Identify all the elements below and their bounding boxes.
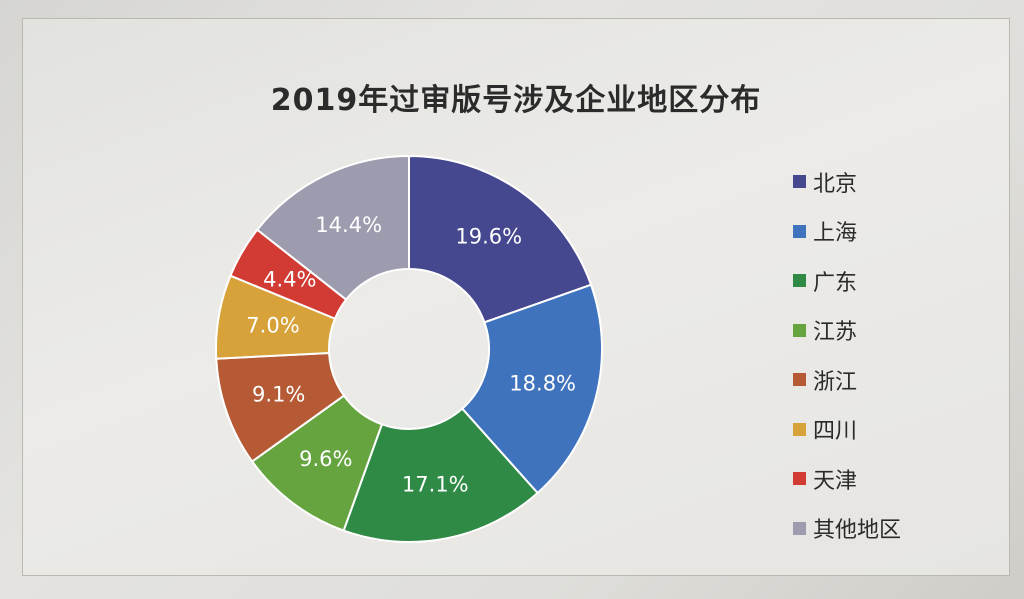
legend-swatch bbox=[793, 224, 806, 238]
legend-swatch bbox=[793, 274, 806, 288]
legend-item-7: 其他地区 bbox=[793, 504, 993, 554]
legend-swatch bbox=[793, 323, 806, 337]
legend-swatch bbox=[793, 521, 806, 535]
legend-label: 北京 bbox=[813, 171, 858, 197]
legend-item-5: 四川 bbox=[793, 405, 993, 455]
legend-swatch bbox=[793, 373, 806, 387]
slice-label-6: 4.4% bbox=[263, 268, 316, 292]
donut-chart: 19.6% 18.8% 17.1% 9.6% 9.1% 7.0% 4.4% 14.4% bbox=[215, 154, 603, 543]
legend-label: 其他地区 bbox=[813, 518, 902, 544]
legend-item-1: 上海 bbox=[793, 207, 993, 257]
legend-swatch bbox=[793, 422, 806, 436]
slice-1 bbox=[460, 283, 603, 495]
slice-2 bbox=[342, 407, 539, 543]
legend-item-4: 浙江 bbox=[793, 355, 993, 405]
slice-label-1: 18.8% bbox=[509, 371, 576, 395]
slice-label-0: 19.6% bbox=[455, 224, 522, 248]
legend-label: 江苏 bbox=[813, 320, 858, 346]
legend-item-2: 广东 bbox=[793, 256, 993, 306]
chart-legend: 北京上海广东江苏浙江四川天津其他地区 bbox=[793, 157, 993, 553]
legend-swatch bbox=[793, 175, 806, 189]
legend-item-6: 天津 bbox=[793, 454, 993, 504]
slice-0 bbox=[408, 154, 593, 324]
slice-label-3: 9.6% bbox=[299, 447, 352, 471]
slice-label-2: 17.1% bbox=[402, 472, 469, 496]
legend-label: 上海 bbox=[813, 221, 858, 247]
legend-swatch bbox=[793, 472, 806, 486]
legend-label: 天津 bbox=[813, 468, 858, 494]
legend-label: 浙江 bbox=[813, 369, 858, 395]
legend-label: 四川 bbox=[813, 419, 858, 445]
slice-label-5: 7.0% bbox=[246, 314, 299, 338]
legend-item-3: 江苏 bbox=[793, 306, 993, 356]
slice-label-4: 9.1% bbox=[252, 383, 305, 407]
slice-7 bbox=[255, 154, 410, 301]
legend-label: 广东 bbox=[813, 270, 858, 296]
chart-title: 2019年过审版号涉及企业地区分布 bbox=[270, 83, 762, 118]
legend-item-0: 北京 bbox=[793, 157, 993, 207]
slice-label-7: 14.4% bbox=[315, 213, 382, 237]
chart-frame: 2019年过审版号涉及企业地区分布 19.6% 18.8% 17.1% 9.6% 9.1… bbox=[22, 18, 1010, 576]
